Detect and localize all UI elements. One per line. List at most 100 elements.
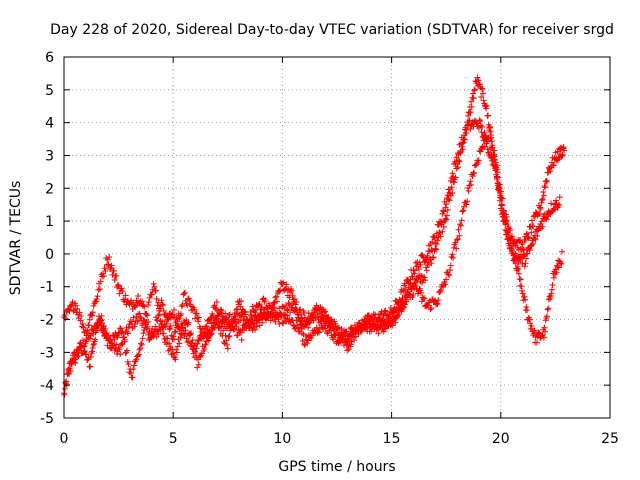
data-point [442,204,449,211]
data-point [125,361,132,368]
data-point [524,307,531,314]
data-point [192,310,199,317]
chart-title: Day 228 of 2020, Sidereal Day-to-day VTE… [50,22,614,38]
data-point [90,342,97,349]
data-point [466,117,473,124]
data-point [97,316,104,323]
data-point [191,343,198,350]
data-point [141,303,148,310]
data-point [153,295,160,302]
data-point [529,240,536,247]
data-point [389,310,396,317]
data-point [195,318,202,325]
data-point [448,253,455,260]
data-point [262,297,269,304]
data-point [272,318,279,325]
data-point [355,331,362,338]
data-point [433,300,440,307]
data-point [82,351,89,358]
data-point [475,77,482,84]
data-point [84,356,91,363]
data-point [225,316,232,323]
data-point [350,331,357,338]
data-point [492,163,499,170]
data-point [136,310,143,317]
data-point [246,317,253,324]
data-point [453,237,460,244]
data-point [198,328,205,335]
data-point [382,307,389,314]
data-point [543,216,550,223]
data-point [435,296,442,303]
data-point [524,230,531,237]
data-point [88,350,95,357]
data-point [289,292,296,299]
axis-ticks [63,56,611,419]
data-point [561,147,568,154]
data-point [351,337,358,344]
data-point [317,318,324,325]
data-point [478,93,485,100]
data-point [467,178,474,185]
data-point [185,319,192,326]
data-point [558,261,565,268]
data-point [493,171,500,178]
data-point [454,158,461,165]
data-point [469,173,476,180]
data-point [548,290,555,297]
data-point [515,270,522,277]
data-point [165,316,172,323]
data-point [276,288,283,295]
data-point [390,309,397,316]
data-point [503,231,510,238]
data-point [316,329,323,336]
data-point [83,351,90,358]
data-point [443,212,450,219]
data-point [442,215,449,222]
data-point [172,328,179,335]
y-tick-label: 5 [45,83,54,99]
data-point [234,306,241,313]
data-point [528,242,535,249]
data-point [170,306,177,313]
data-point [148,291,155,298]
data-point [387,304,394,311]
data-point [102,267,109,274]
data-point [107,266,114,273]
data-point [476,81,483,88]
data-point [478,129,485,136]
data-point [203,338,210,345]
data-point [424,252,431,259]
data-point [498,194,505,201]
data-point [437,233,444,240]
data-point [136,346,143,353]
data-point [76,309,83,316]
data-point [180,327,187,334]
data-point [144,312,151,319]
data-point [485,149,492,156]
data-point [465,112,472,119]
data-point [556,194,563,201]
data-point [479,86,486,93]
data-point [83,332,90,339]
data-point [177,334,184,341]
data-point [135,293,142,300]
data-point [297,322,304,329]
data-point [319,326,326,333]
data-point [439,228,446,235]
data-point [455,226,462,233]
data-point [169,311,176,318]
data-point [392,319,399,326]
data-point [89,344,96,351]
y-tick-label: 0 [45,247,54,263]
data-point [155,299,162,306]
data-point [344,347,351,354]
data-point [92,336,99,343]
data-point [291,325,298,332]
data-point [471,170,478,177]
data-point [503,227,510,234]
data-point [184,339,191,346]
data-point [147,334,154,341]
data-point [322,308,329,315]
data-point [68,301,75,308]
